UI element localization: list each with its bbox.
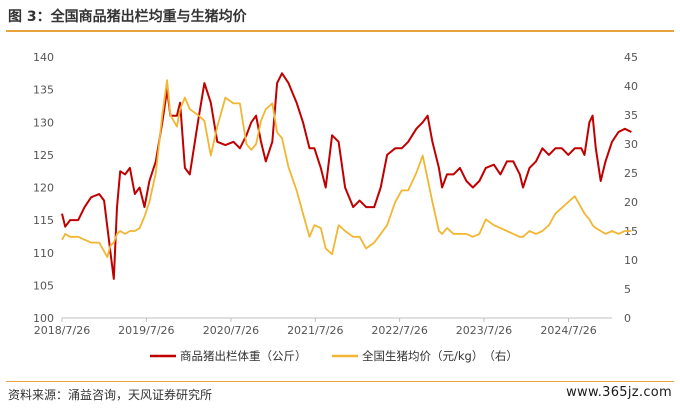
y-left-tick-label: 125 (33, 149, 54, 162)
x-tick-label: 2020/7/26 (203, 324, 259, 337)
legend: 商品猪出栏体重（公斤） 全国生猪均价（元/kg） （右） (150, 349, 518, 363)
axes: 1001051101151201251301351400510152025303… (33, 51, 638, 337)
y-right-tick-label: 5 (624, 283, 631, 296)
y-right-tick-label: 35 (624, 109, 638, 122)
y-right-tick-label: 25 (624, 167, 638, 180)
x-tick-label: 2024/7/26 (540, 324, 596, 337)
y-left-tick-label: 130 (33, 116, 54, 129)
legend-label-2: 全国生猪均价（元/kg） （右） (362, 349, 518, 363)
x-tick-label: 2019/7/26 (118, 324, 174, 337)
watermark: www.365jz.com (566, 385, 672, 400)
y-right-tick-label: 45 (624, 51, 638, 64)
x-tick-label: 2021/7/26 (287, 324, 343, 337)
y-right-tick-label: 20 (624, 196, 638, 209)
source-note: 资料来源：涌益咨询，天风证券研究所 (8, 388, 213, 402)
dual-axis-line-chart: 1001051101151201251301351400510152025303… (33, 51, 638, 363)
y-left-tick-label: 140 (33, 51, 54, 64)
y-left-tick-label: 100 (33, 312, 54, 325)
chart-title: 图 3：全国商品猪出栏均重与生猪均价 (8, 9, 247, 25)
y-right-tick-label: 0 (624, 312, 631, 325)
y-right-tick-label: 40 (624, 80, 638, 93)
x-tick-label: 2023/7/26 (456, 324, 512, 337)
y-right-tick-label: 30 (624, 138, 638, 151)
title-rule (6, 30, 674, 32)
y-left-tick-label: 105 (33, 279, 54, 292)
y-left-tick-label: 120 (33, 182, 54, 195)
x-tick-label: 2022/7/26 (371, 324, 427, 337)
series-lines (61, 72, 632, 280)
series-line-1 (61, 72, 632, 280)
legend-label-1: 商品猪出栏体重（公斤） (180, 349, 307, 363)
y-right-tick-label: 10 (624, 254, 638, 267)
x-tick-label: 2018/7/26 (34, 324, 90, 337)
y-left-tick-label: 135 (33, 84, 54, 97)
y-left-tick-label: 110 (33, 247, 54, 260)
footer-rule (6, 381, 674, 382)
y-left-tick-label: 115 (33, 214, 54, 227)
series-line-2 (61, 79, 632, 259)
